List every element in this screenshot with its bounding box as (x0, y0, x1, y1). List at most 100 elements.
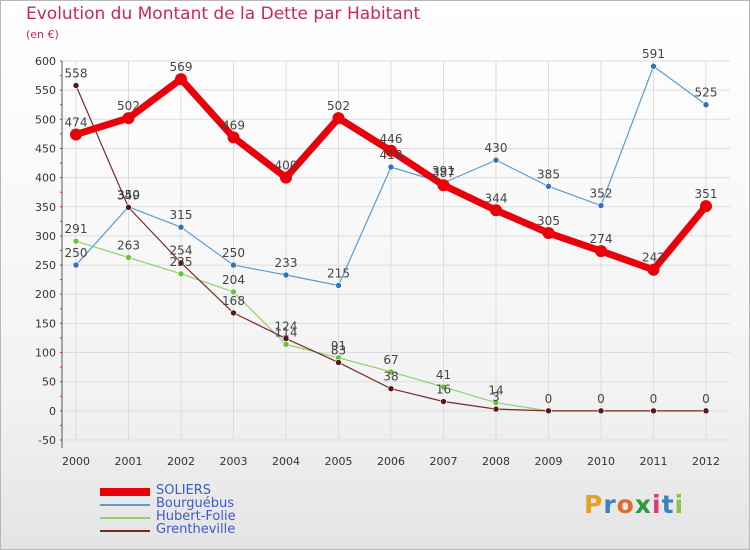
legend-label-hubert-folie: Hubert-Folie (156, 509, 236, 524)
data-point-soliers (542, 227, 555, 240)
logo-letter: i (652, 490, 662, 519)
data-point-grentheville (440, 398, 447, 405)
data-label-bourgu-bus: 250 (222, 246, 245, 260)
data-label-grentheville: 83 (331, 343, 346, 357)
data-point-soliers (70, 128, 82, 141)
proxiti-logo: Proxiti (584, 490, 684, 519)
data-label-hubert-folie: 114 (275, 325, 298, 339)
data-point-hubert-folie (282, 341, 290, 348)
data-point-grentheville (650, 407, 657, 415)
data-label-grentheville: 3 (492, 390, 500, 404)
data-point-hubert-folie (440, 383, 447, 391)
data-label-grentheville: 0 (597, 392, 605, 406)
data-label-hubert-folie: 14 (488, 384, 503, 398)
data-label-hubert-folie: 235 (170, 255, 193, 269)
legend-label-grentheville: Grentheville (156, 522, 236, 537)
data-point-bourgu-bus (492, 156, 500, 164)
data-label-grentheville: 349 (117, 188, 140, 202)
data-point-soliers (700, 200, 712, 213)
data-label-bourgu-bus: 250 (65, 246, 88, 260)
data-label-soliers: 242 (642, 251, 665, 265)
data-point-soliers (122, 112, 135, 125)
legend-label-bourguebus: Bourguébus (156, 496, 234, 511)
logo-letter: P (584, 490, 604, 519)
y-tick-label: 100 (35, 347, 56, 360)
data-point-grentheville (72, 82, 80, 89)
data-label-grentheville: 254 (170, 244, 193, 258)
data-point-grentheville (492, 405, 500, 413)
data-point-soliers (490, 204, 502, 217)
data-label-soliers: 469 (222, 118, 245, 132)
y-tick-label: 150 (35, 317, 56, 330)
logo-letter: i (674, 490, 685, 519)
data-label-soliers: 502 (327, 99, 350, 113)
x-tick-label: 2009 (535, 455, 563, 468)
legend-swatch-hubert-folie (100, 517, 150, 519)
data-point-bourgu-bus (335, 282, 342, 289)
logo-letter: o (616, 490, 635, 519)
data-label-soliers: 569 (170, 60, 193, 74)
data-label-hubert-folie: 291 (65, 222, 88, 236)
data-point-hubert-folie (72, 237, 80, 245)
data-label-grentheville: 558 (65, 66, 88, 80)
logo-letter: r (603, 490, 617, 519)
y-tick-label: 250 (35, 259, 56, 272)
data-label-soliers: 474 (65, 115, 88, 129)
y-unit-label: (en €) (26, 28, 59, 41)
y-tick-label: -50 (38, 434, 56, 447)
data-label-soliers: 351 (695, 187, 718, 201)
data-point-soliers (437, 179, 450, 192)
y-tick-label: 0 (49, 405, 56, 418)
data-label-bourgu-bus: 418 (380, 148, 403, 162)
data-label-soliers: 274 (590, 232, 613, 246)
data-label-soliers: 446 (380, 132, 403, 146)
data-point-soliers (647, 263, 660, 276)
data-label-bourgu-bus: 391 (432, 164, 455, 178)
data-point-grentheville (230, 309, 237, 317)
x-tick-label: 2003 (220, 455, 248, 468)
data-label-hubert-folie: 41 (436, 368, 451, 382)
data-label-grentheville: 16 (436, 383, 451, 397)
y-tick-label: 50 (42, 376, 56, 389)
data-label-bourgu-bus: 525 (695, 86, 718, 100)
legend-swatch-bourguebus (100, 504, 150, 506)
data-label-hubert-folie: 263 (117, 238, 140, 252)
data-point-bourgu-bus (387, 163, 395, 171)
data-label-grentheville: 0 (702, 392, 710, 406)
data-label-hubert-folie: 91 (331, 339, 346, 353)
y-tick-label: 550 (35, 84, 56, 97)
legend-label-soliers: SOLIERS (156, 483, 212, 498)
y-tick-label: 500 (35, 113, 56, 126)
data-point-bourgu-bus (282, 271, 290, 279)
chart-title: Evolution du Montant de la Dette par Hab… (26, 4, 421, 24)
x-tick-label: 2011 (640, 455, 668, 468)
y-tick-label: 600 (35, 55, 56, 68)
x-tick-label: 2012 (692, 455, 720, 468)
logo-letter: x (634, 490, 652, 519)
y-tick-label: 400 (35, 172, 56, 185)
data-point-grentheville (597, 407, 605, 415)
data-point-soliers (280, 171, 292, 184)
x-tick-label: 2007 (430, 455, 458, 468)
data-label-bourgu-bus: 215 (327, 266, 350, 280)
data-point-soliers (595, 245, 607, 258)
data-label-bourgu-bus: 385 (537, 167, 560, 181)
data-point-grentheville (545, 407, 552, 415)
data-label-grentheville: 168 (222, 294, 245, 308)
data-point-grentheville (702, 407, 710, 415)
data-label-grentheville: 0 (650, 392, 658, 406)
data-point-grentheville (387, 385, 395, 392)
y-tick-label: 200 (35, 288, 56, 301)
logo-letter: t (661, 490, 675, 519)
y-tick-label: 450 (35, 142, 56, 155)
data-point-bourgu-bus (72, 261, 80, 269)
data-point-hubert-folie (387, 368, 395, 376)
data-point-grentheville (335, 359, 342, 366)
data-point-soliers (175, 73, 187, 86)
data-point-hubert-folie (125, 254, 132, 261)
data-label-soliers: 387 (432, 166, 455, 180)
data-label-grentheville: 124 (275, 320, 298, 334)
data-label-bourgu-bus: 352 (590, 187, 613, 201)
x-tick-label: 2000 (62, 455, 90, 468)
